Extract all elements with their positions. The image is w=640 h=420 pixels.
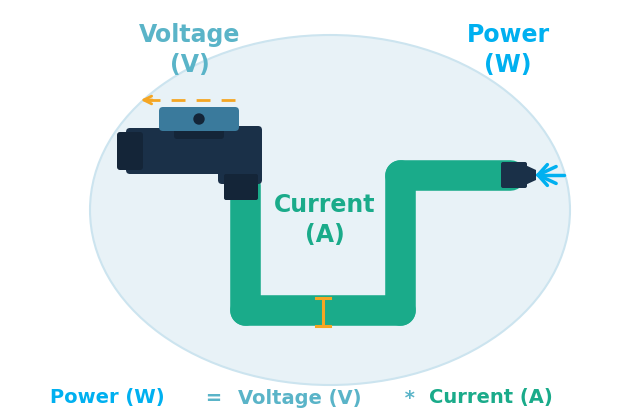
- FancyBboxPatch shape: [501, 162, 527, 188]
- Circle shape: [389, 299, 411, 321]
- Text: Voltage (V): Voltage (V): [238, 388, 362, 407]
- Text: Current (A): Current (A): [429, 388, 553, 407]
- Text: Power (W): Power (W): [50, 388, 165, 407]
- Circle shape: [389, 164, 411, 186]
- FancyBboxPatch shape: [159, 107, 239, 131]
- FancyBboxPatch shape: [126, 128, 234, 174]
- Polygon shape: [523, 164, 536, 186]
- Ellipse shape: [90, 35, 570, 385]
- Text: =: =: [199, 388, 229, 407]
- Text: Current
(A): Current (A): [275, 193, 376, 247]
- Text: *: *: [399, 388, 422, 407]
- FancyBboxPatch shape: [174, 121, 224, 139]
- Circle shape: [194, 114, 204, 124]
- FancyBboxPatch shape: [224, 174, 258, 200]
- FancyBboxPatch shape: [218, 126, 262, 184]
- Text: Power
(W): Power (W): [467, 23, 550, 77]
- Circle shape: [234, 299, 256, 321]
- FancyBboxPatch shape: [117, 132, 143, 170]
- Text: Voltage
(V): Voltage (V): [140, 23, 241, 77]
